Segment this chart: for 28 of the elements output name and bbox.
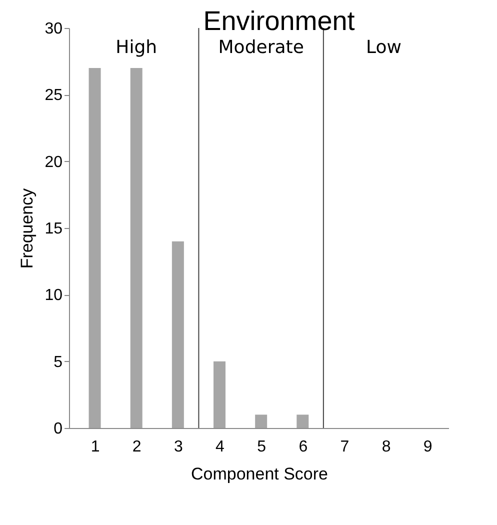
annotation: Moderate (218, 37, 304, 58)
x-tick-label: 4 (216, 438, 225, 456)
x-tick-label: 2 (132, 438, 142, 456)
x-tick-label: 5 (257, 438, 266, 456)
bar (172, 241, 184, 428)
bar (130, 68, 142, 428)
y-tick-label: 5 (54, 354, 63, 371)
annotation: High (116, 37, 158, 58)
y-tick-label: 30 (44, 20, 63, 38)
x-tick-label: 7 (340, 438, 350, 456)
bar (255, 414, 268, 428)
y-axis-title: Frequency (18, 188, 37, 269)
y-tick-label: 15 (44, 220, 63, 238)
x-tick-label: 9 (423, 438, 432, 456)
bar (214, 361, 226, 428)
x-tick-label: 6 (298, 438, 308, 456)
chart-title: Environment (203, 6, 356, 36)
annotation: Low (366, 37, 402, 58)
x-axis-title: Component Score (190, 464, 328, 484)
x-tick-label: 1 (90, 438, 100, 456)
x-tick-label: 3 (174, 438, 183, 456)
x-tick-label: 8 (382, 438, 391, 456)
y-tick-label: 20 (44, 154, 63, 171)
bar (296, 414, 309, 428)
y-tick-label: 0 (54, 420, 63, 438)
bar (88, 68, 101, 428)
y-tick-label: 25 (44, 87, 63, 104)
y-tick-label: 10 (44, 287, 63, 304)
